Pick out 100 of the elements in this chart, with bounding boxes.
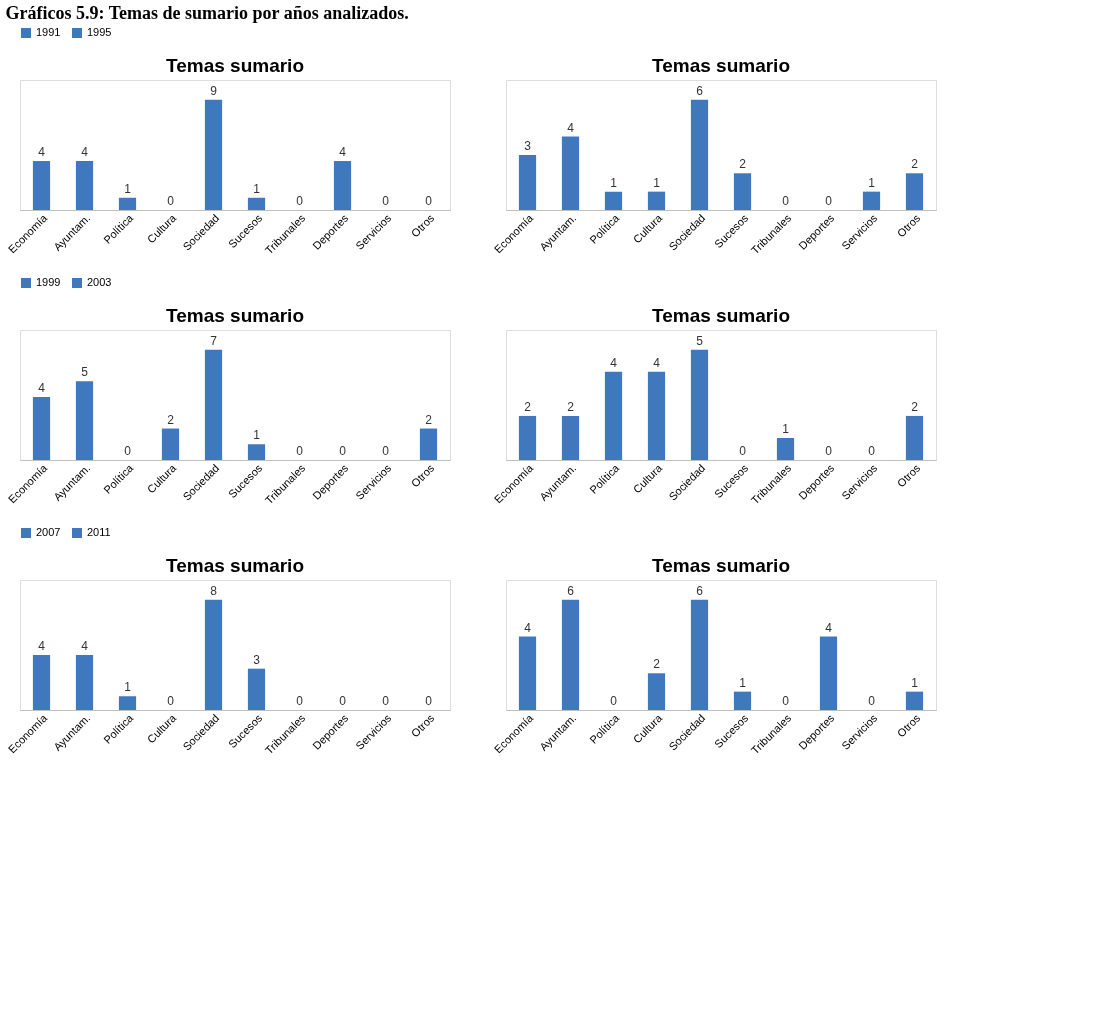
- data-label: 6: [696, 83, 704, 98]
- bar: [733, 691, 752, 710]
- bar: [32, 397, 51, 460]
- data-label: 1: [653, 175, 661, 190]
- data-label: 6: [696, 583, 704, 598]
- bar: [247, 668, 266, 710]
- data-label: 0: [425, 194, 433, 208]
- data-label: 2: [567, 399, 575, 414]
- data-label: 0: [167, 694, 175, 708]
- data-label: 4: [339, 145, 347, 160]
- data-label: 1: [782, 421, 790, 436]
- chart-title: Temas sumario: [166, 555, 304, 576]
- bar: [647, 673, 666, 710]
- data-label: 0: [610, 694, 618, 708]
- legend-label: 1999: [36, 276, 61, 288]
- data-label: 0: [825, 194, 833, 208]
- text: 2011: [87, 526, 111, 538]
- bar: [75, 654, 94, 710]
- chart-title: Temas sumario: [166, 305, 304, 326]
- chart-title: Temas sumario: [652, 305, 790, 326]
- data-label: 3: [253, 652, 261, 667]
- bar: [118, 696, 137, 710]
- bar: [690, 599, 709, 710]
- bar: [518, 154, 537, 210]
- data-label: 4: [825, 620, 833, 635]
- data-label: 0: [782, 694, 790, 708]
- legend-label: 2007: [36, 526, 61, 538]
- data-label: 1: [911, 675, 919, 690]
- data-label: 4: [38, 145, 46, 160]
- bar: [561, 599, 580, 710]
- text: 2003: [87, 276, 112, 288]
- data-label: 0: [739, 444, 747, 458]
- chart-title: Temas sumario: [652, 555, 790, 576]
- data-label: 6: [567, 583, 575, 598]
- bar: [518, 636, 537, 710]
- text: Gráficos 5.9: Temas de sumario por años analizados.: [5, 3, 409, 23]
- data-label: 4: [567, 120, 575, 135]
- bar: [161, 428, 180, 460]
- data-label: 5: [696, 333, 704, 348]
- data-label: 0: [339, 694, 347, 708]
- data-label: 2: [167, 412, 175, 427]
- data-label: 0: [868, 444, 876, 458]
- text: 1995: [87, 26, 112, 38]
- bar: [247, 444, 266, 460]
- data-label: 0: [167, 194, 175, 208]
- data-label: 2: [524, 399, 532, 414]
- data-label: 1: [253, 428, 261, 443]
- data-label: 3: [524, 138, 532, 153]
- data-label: 0: [339, 444, 347, 458]
- bar: [776, 437, 795, 460]
- data-label: 4: [38, 381, 46, 396]
- bar: [905, 691, 924, 710]
- bar: [819, 636, 838, 710]
- bar: [32, 654, 51, 710]
- bar: [905, 173, 924, 210]
- bar: [604, 191, 623, 210]
- data-label: 0: [124, 444, 132, 458]
- data-label: 4: [81, 145, 89, 160]
- data-label: 0: [296, 444, 304, 458]
- bar: [75, 381, 94, 460]
- data-label: 1: [868, 175, 876, 190]
- data-label: 0: [825, 444, 833, 458]
- data-label: 0: [382, 194, 390, 208]
- bar: [518, 415, 537, 460]
- data-label: 1: [124, 181, 132, 196]
- data-label: 0: [868, 694, 876, 708]
- data-label: 0: [296, 694, 304, 708]
- data-label: 5: [81, 365, 89, 380]
- bar: [733, 173, 752, 210]
- bar: [690, 349, 709, 460]
- bar: [647, 191, 666, 210]
- data-label: 4: [653, 355, 661, 370]
- bar: [419, 428, 438, 460]
- data-label: 0: [382, 444, 390, 458]
- data-label: 4: [610, 355, 618, 370]
- data-label: 8: [210, 583, 218, 598]
- bar: [690, 99, 709, 210]
- chart-title: Temas sumario: [652, 55, 790, 76]
- data-label: 1: [739, 675, 747, 690]
- data-label: 0: [296, 194, 304, 208]
- data-label: 4: [81, 638, 89, 653]
- data-label: 1: [610, 175, 618, 190]
- bar: [561, 415, 580, 460]
- legend-label: 1991: [36, 26, 61, 38]
- data-label: 0: [782, 194, 790, 208]
- data-label: 2: [425, 412, 433, 427]
- data-label: 2: [911, 157, 919, 172]
- data-label: 0: [425, 694, 433, 708]
- bar: [561, 136, 580, 210]
- data-label: 1: [124, 680, 132, 695]
- chart-title: Temas sumario: [166, 55, 304, 76]
- data-label: 4: [38, 638, 46, 653]
- data-label: 2: [911, 399, 919, 414]
- data-label: 7: [210, 333, 218, 348]
- bar: [604, 371, 623, 460]
- bar: [204, 599, 223, 710]
- data-label: 0: [382, 694, 390, 708]
- bar: [862, 191, 881, 210]
- data-label: 9: [210, 83, 218, 98]
- data-label: 4: [524, 620, 532, 635]
